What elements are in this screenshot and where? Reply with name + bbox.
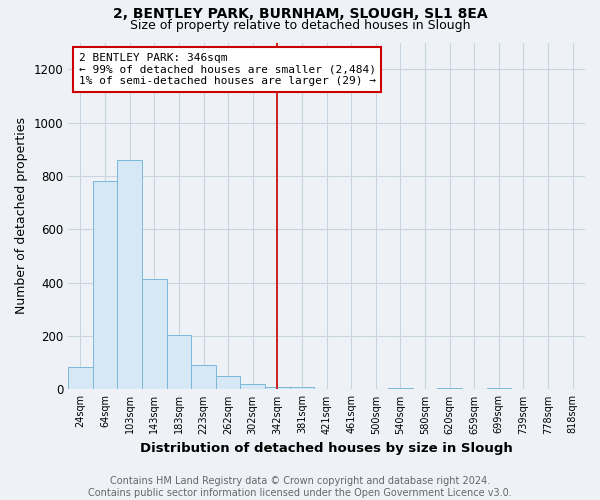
Bar bbox=[487, 388, 511, 390]
Bar bbox=[290, 387, 314, 390]
Bar bbox=[167, 334, 191, 390]
Bar bbox=[93, 182, 118, 390]
Bar bbox=[241, 384, 265, 390]
Text: Contains HM Land Registry data © Crown copyright and database right 2024.
Contai: Contains HM Land Registry data © Crown c… bbox=[88, 476, 512, 498]
Bar bbox=[68, 366, 93, 390]
Text: Size of property relative to detached houses in Slough: Size of property relative to detached ho… bbox=[130, 19, 470, 32]
X-axis label: Distribution of detached houses by size in Slough: Distribution of detached houses by size … bbox=[140, 442, 513, 455]
Bar bbox=[388, 388, 413, 390]
Bar bbox=[191, 366, 216, 390]
Bar bbox=[142, 278, 167, 390]
Bar bbox=[216, 376, 241, 390]
Text: 2 BENTLEY PARK: 346sqm
← 99% of detached houses are smaller (2,484)
1% of semi-d: 2 BENTLEY PARK: 346sqm ← 99% of detached… bbox=[79, 53, 376, 86]
Text: 2, BENTLEY PARK, BURNHAM, SLOUGH, SL1 8EA: 2, BENTLEY PARK, BURNHAM, SLOUGH, SL1 8E… bbox=[113, 8, 487, 22]
Bar bbox=[265, 387, 290, 390]
Bar bbox=[118, 160, 142, 390]
Y-axis label: Number of detached properties: Number of detached properties bbox=[15, 118, 28, 314]
Bar bbox=[437, 388, 462, 390]
